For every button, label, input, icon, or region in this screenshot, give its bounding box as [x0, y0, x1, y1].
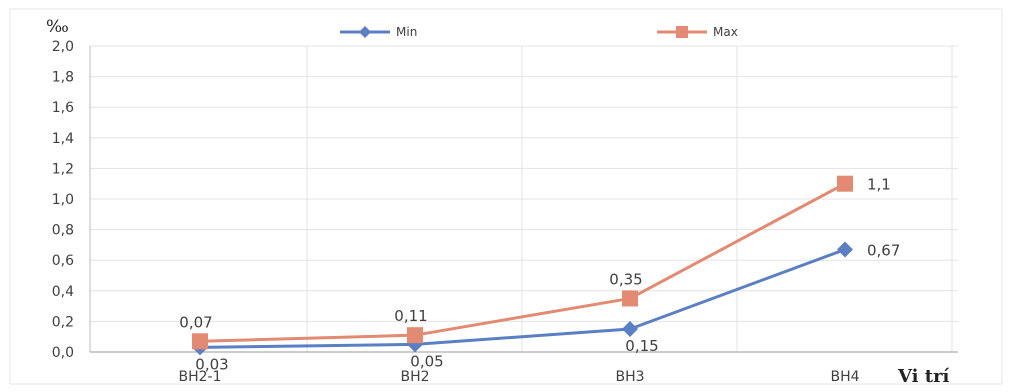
y-tick-label: 2,0	[52, 39, 74, 55]
series-line-max	[199, 182, 846, 343]
data-point-max	[622, 290, 638, 307]
series-line-min	[199, 248, 846, 349]
x-tick-label: BH3	[615, 369, 644, 385]
data-label-min: 0,03	[195, 355, 228, 373]
data-point-max	[192, 333, 208, 350]
y-tick-label: 0,0	[52, 345, 74, 361]
data-label-max: 0,35	[609, 270, 642, 288]
y-tick-label: 1,0	[52, 192, 74, 208]
series	[192, 175, 853, 356]
axes	[89, 46, 958, 353]
x-axis-title: Vi trí	[897, 366, 950, 387]
data-point-min	[622, 321, 638, 338]
legend: Min Max	[340, 25, 738, 39]
data-label-max: 1,1	[867, 176, 891, 194]
x-tick-label: BH2-1	[179, 369, 222, 385]
legend-label-max: Max	[713, 25, 738, 39]
y-tick-label: 1,8	[52, 70, 74, 86]
data-label-max: 0,11	[394, 307, 427, 325]
y-axis-unit: ‰	[46, 17, 69, 37]
data-label-min: 0,15	[625, 337, 658, 355]
legend-marker-max	[676, 26, 688, 38]
data-point-max	[837, 175, 853, 192]
y-tick-label: 0,2	[52, 314, 74, 330]
data-label-min: 0,05	[410, 352, 443, 370]
data-point-min	[837, 241, 853, 258]
y-tick-label: 0,4	[52, 284, 74, 300]
tick-labels: 0,0 0,2 0,4 0,6 0,8 1,0 1,2 1,4 1,6 1,8 2,0 BH2-1 BH…	[52, 39, 860, 385]
data-point-max	[407, 327, 423, 344]
chart-border	[9, 8, 1003, 385]
y-tick-label: 0,8	[52, 223, 74, 239]
data-labels: 0,03 0,05 0,15 0,67 0,07 0,11 0,35 1,1	[179, 176, 900, 374]
y-tick-label: 1,2	[52, 161, 74, 177]
y-tick-label: 1,6	[52, 100, 74, 116]
gridlines	[90, 45, 958, 352]
x-tick-label: BH4	[830, 369, 859, 385]
y-tick-label: 1,4	[52, 131, 74, 147]
data-label-max: 0,07	[179, 313, 212, 331]
x-tick-label: BH2	[400, 369, 429, 385]
legend-marker-min	[359, 26, 371, 38]
data-label-min: 0,67	[867, 241, 900, 259]
y-tick-label: 0,6	[52, 253, 74, 269]
legend-label-min: Min	[396, 25, 417, 39]
